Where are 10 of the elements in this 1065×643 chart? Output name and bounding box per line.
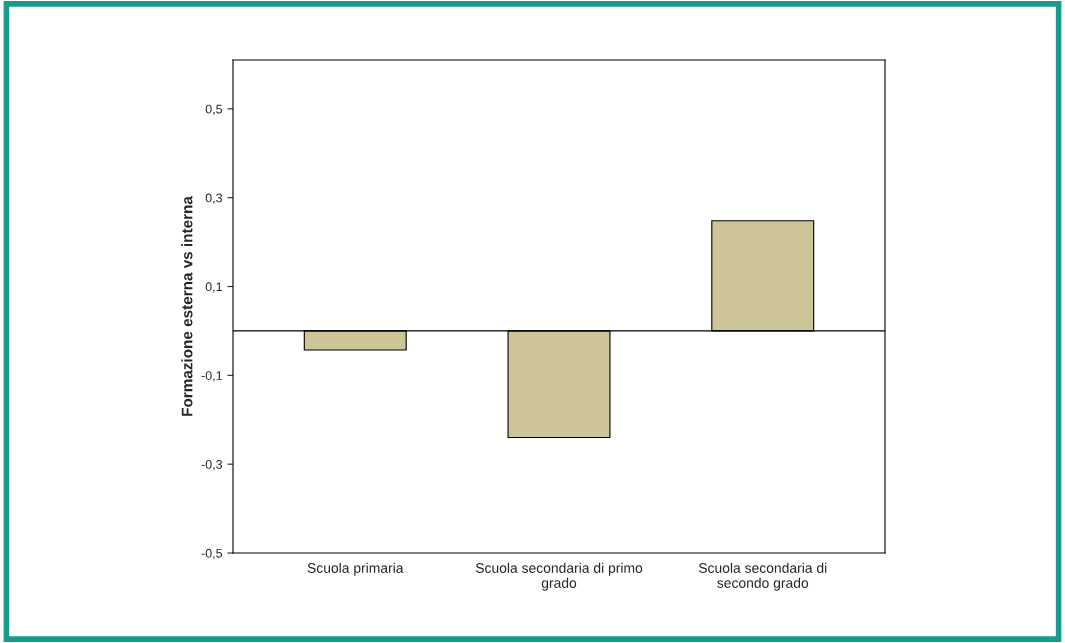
- x-tick-label: Scuola secondaria di primo grado: [475, 562, 643, 591]
- y-tick-label: -0,5: [201, 548, 223, 560]
- x-tick-label: Scuola secondaria di secondo grado: [698, 562, 827, 591]
- y-tick-label: -0,3: [201, 459, 223, 471]
- y-axis-title: Formazione esterna vs interna: [181, 196, 193, 416]
- x-tick-label: Scuola primaria: [307, 562, 404, 576]
- y-tick-label: 0,1: [205, 282, 222, 293]
- y-tick-label: 0,5: [205, 104, 223, 115]
- y-tick-label: 0,3: [205, 193, 223, 204]
- y-tick-label: -0,1: [201, 371, 222, 382]
